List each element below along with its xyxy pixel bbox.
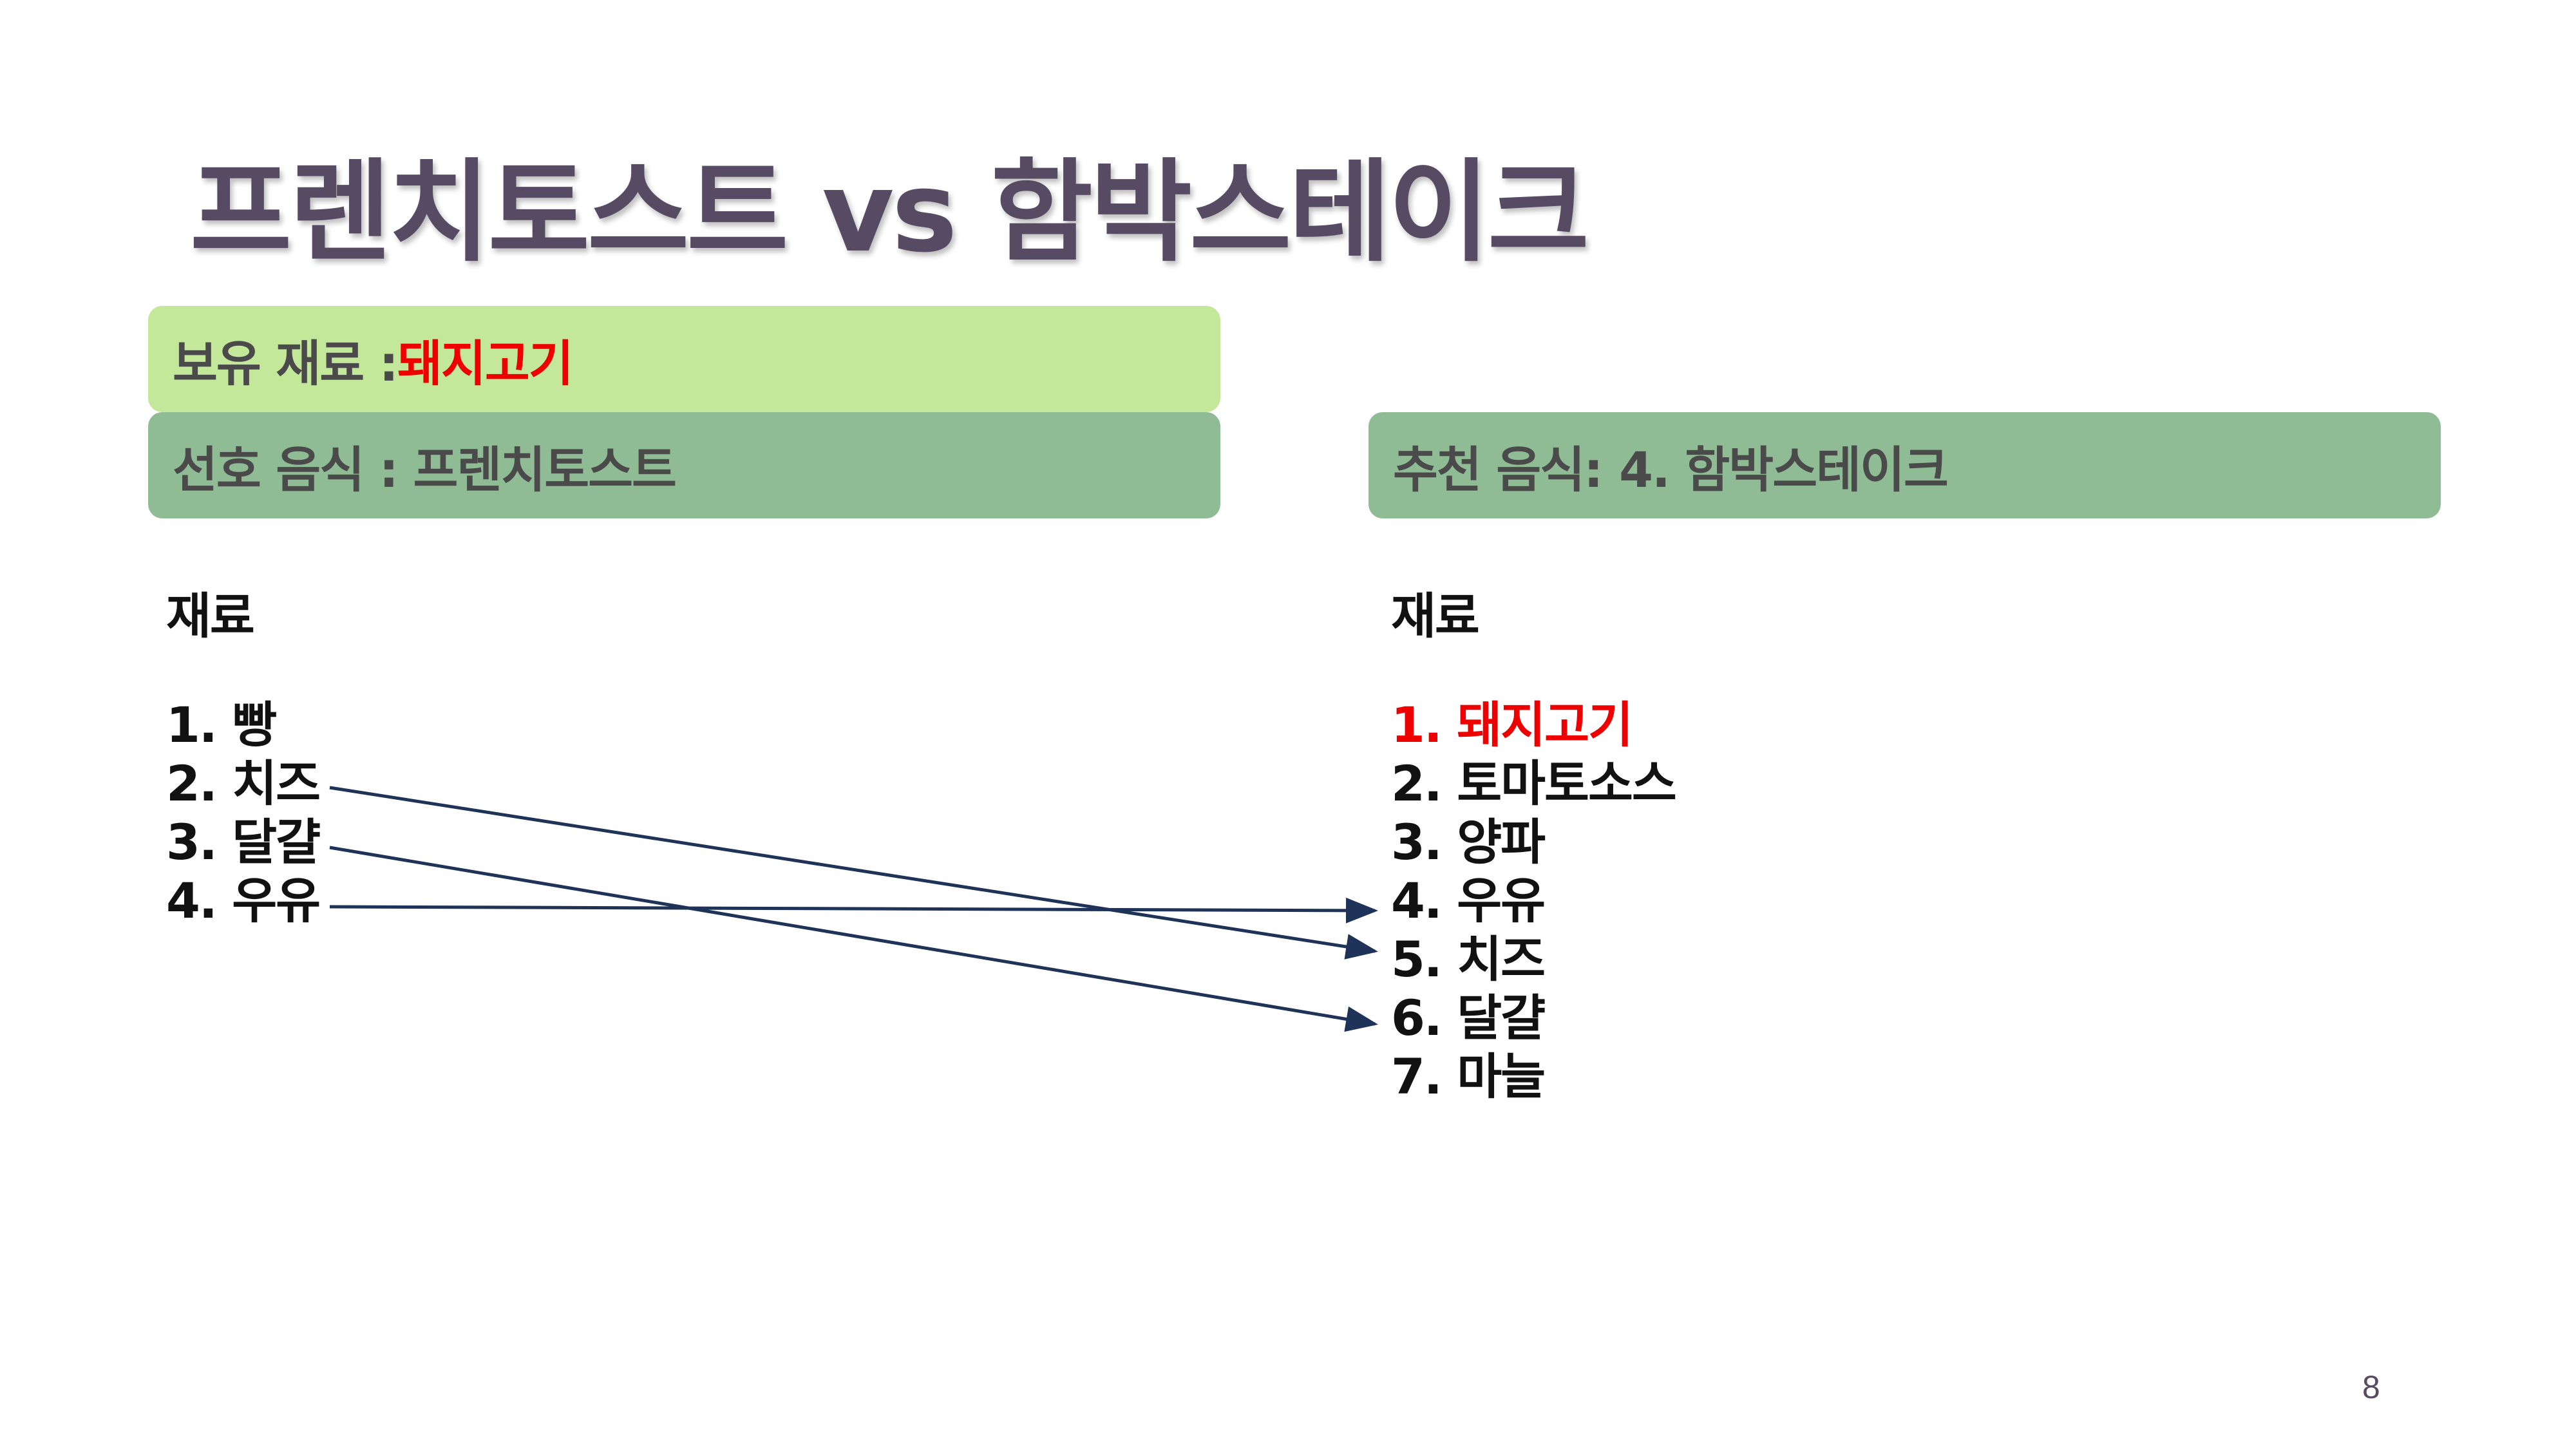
owned-ingredient-box: 보유 재료 : 돼지고기 — [148, 306, 1220, 412]
right-ingredient-list: 1. 돼지고기 2. 토마토소스 3. 양파 4. 우유 5. 치즈 6. 달걀… — [1391, 696, 1677, 1106]
left-ingredients-heading: 재료 — [166, 587, 255, 645]
right-ingredient-item: 7. 마늘 — [1391, 1048, 1546, 1105]
owned-ingredient-value: 돼지고기 — [397, 334, 574, 392]
arrow-milk — [329, 897, 1378, 923]
right-ingredient-item: 5. 치즈 — [1391, 931, 1546, 988]
left-ingredient-list: 1. 빵 2. 치즈 3. 달걀 4. 우유 — [166, 696, 321, 930]
page-number: 8 — [2362, 1369, 2380, 1405]
arrow-egg — [329, 846, 1378, 1032]
preferred-food-box: 선호 음식 : 프렌치토스트 — [148, 412, 1220, 518]
left-ingredient-item: 1. 빵 — [166, 696, 277, 753]
right-ingredient-item-highlighted: 1. 돼지고기 — [1391, 696, 1633, 753]
recommended-food-label: 추천 음식: — [1393, 440, 1604, 498]
recommended-food-box: 추천 음식: 4. 함박스테이크 — [1368, 412, 2441, 518]
arrow-cheese — [329, 786, 1378, 960]
right-ingredients-heading: 재료 — [1391, 587, 1480, 645]
right-ingredient-item: 2. 토마토소스 — [1391, 755, 1677, 812]
left-ingredient-item: 2. 치즈 — [166, 755, 321, 812]
right-ingredient-item: 4. 우유 — [1391, 872, 1546, 929]
preferred-food-label: 선호 음식 : 프렌치토스트 — [173, 440, 677, 498]
owned-ingredient-label: 보유 재료 : — [173, 334, 399, 392]
left-ingredient-item: 4. 우유 — [166, 872, 321, 929]
left-ingredient-item: 3. 달걀 — [166, 813, 321, 871]
slide-title: 프렌치토스트 vs 함박스테이크 — [190, 147, 1589, 277]
recommended-food-value: 4. 함박스테이크 — [1619, 440, 1949, 498]
right-ingredient-item: 6. 달걀 — [1391, 989, 1546, 1046]
right-ingredient-item: 3. 양파 — [1391, 813, 1546, 871]
